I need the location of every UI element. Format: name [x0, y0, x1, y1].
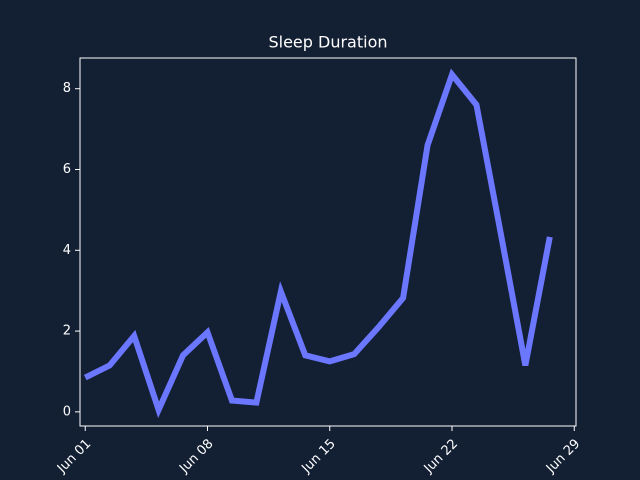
plot-frame	[79, 57, 577, 427]
y-tick-label: 6	[63, 162, 71, 177]
y-tick-label: 2	[63, 324, 71, 339]
chart-title: Sleep Duration	[268, 33, 387, 52]
data-line	[83, 68, 553, 419]
y-tick-label: 0	[63, 404, 71, 419]
y-tick-label: 8	[63, 81, 71, 96]
y-tick-label: 4	[63, 243, 71, 258]
